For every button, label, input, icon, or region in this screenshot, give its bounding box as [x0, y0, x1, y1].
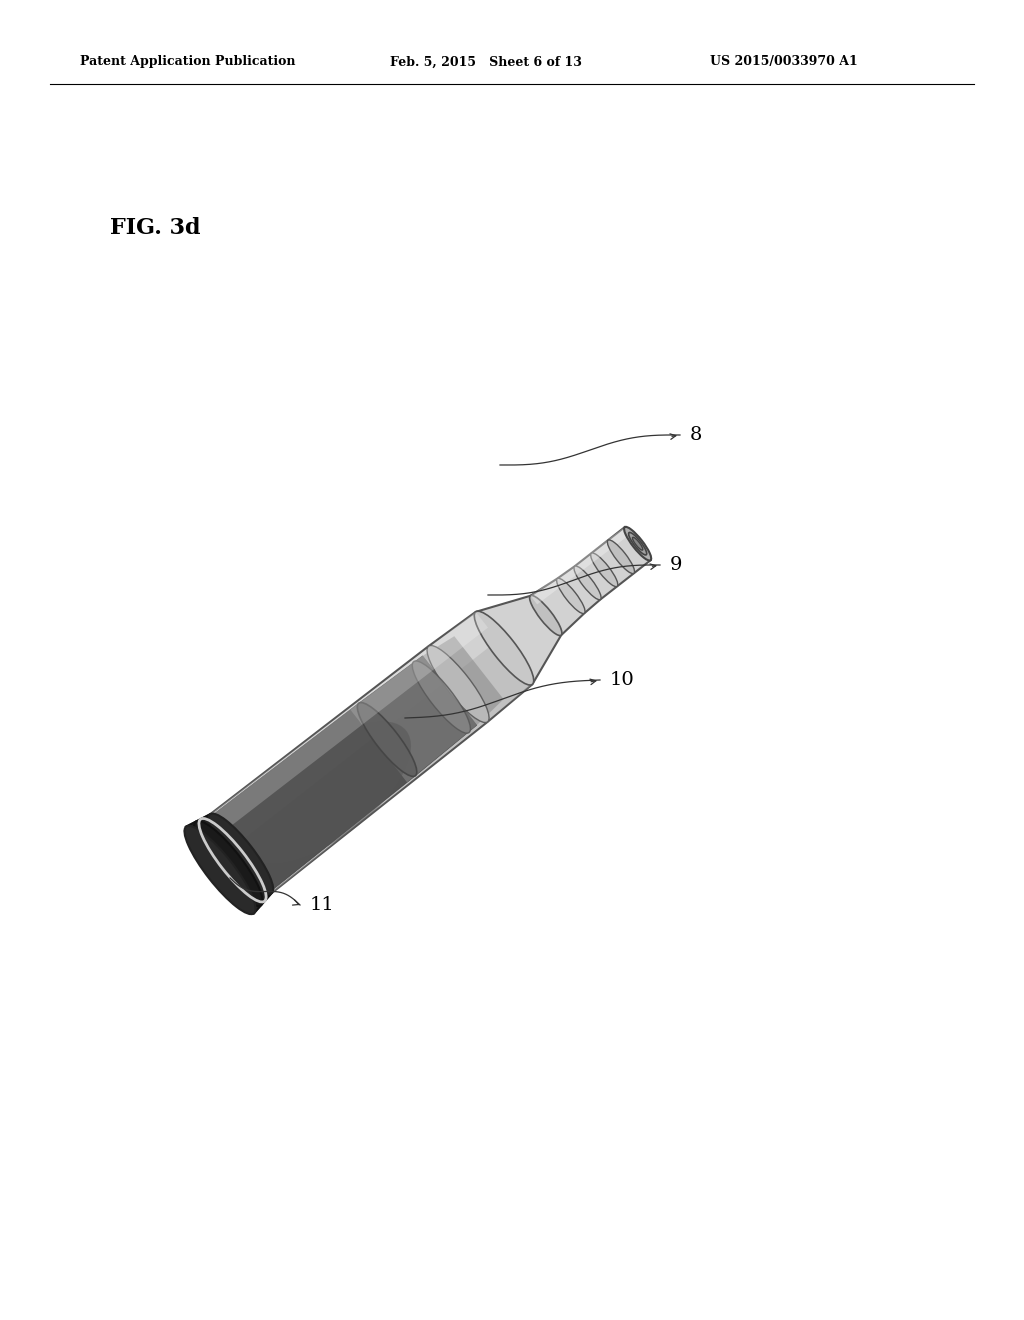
Ellipse shape [607, 540, 635, 574]
Ellipse shape [357, 702, 417, 776]
Text: Patent Application Publication: Patent Application Publication [80, 55, 296, 69]
Ellipse shape [574, 566, 601, 599]
Polygon shape [530, 527, 630, 605]
Polygon shape [210, 612, 488, 832]
Ellipse shape [474, 611, 534, 685]
Text: FIG. 3d: FIG. 3d [110, 216, 201, 239]
Polygon shape [234, 640, 532, 894]
Text: 9: 9 [670, 556, 683, 574]
Polygon shape [186, 814, 271, 913]
Ellipse shape [633, 537, 643, 550]
Ellipse shape [209, 813, 273, 894]
Text: 10: 10 [610, 671, 635, 689]
Ellipse shape [557, 578, 585, 614]
Ellipse shape [244, 721, 411, 863]
Ellipse shape [629, 532, 647, 554]
Ellipse shape [427, 645, 489, 722]
Polygon shape [211, 656, 477, 891]
Text: 8: 8 [690, 426, 702, 444]
Ellipse shape [195, 821, 262, 906]
Ellipse shape [529, 595, 562, 635]
Ellipse shape [624, 527, 651, 561]
Ellipse shape [591, 553, 617, 586]
Polygon shape [350, 636, 504, 783]
Ellipse shape [184, 826, 256, 915]
Text: 11: 11 [310, 896, 335, 913]
Text: Feb. 5, 2015   Sheet 6 of 13: Feb. 5, 2015 Sheet 6 of 13 [390, 55, 582, 69]
Ellipse shape [413, 661, 470, 733]
Text: US 2015/0033970 A1: US 2015/0033970 A1 [710, 55, 858, 69]
Polygon shape [186, 527, 650, 913]
